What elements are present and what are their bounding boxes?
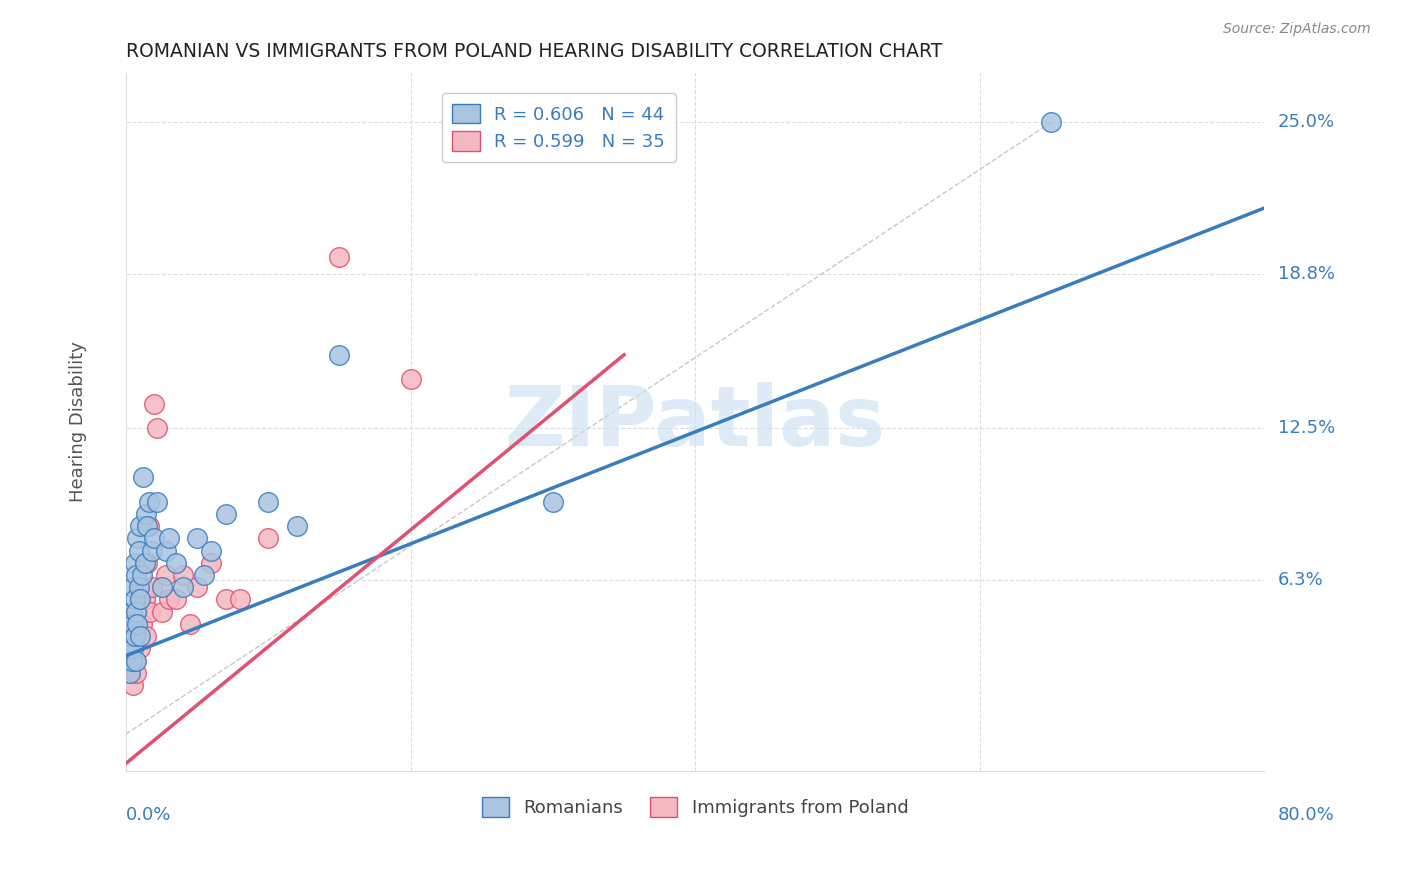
Point <box>122 616 145 631</box>
Point <box>128 543 150 558</box>
Point <box>118 654 141 668</box>
Point <box>122 580 145 594</box>
Text: 0.0%: 0.0% <box>127 805 172 823</box>
Point <box>128 580 150 594</box>
Point <box>186 531 208 545</box>
Point <box>129 629 152 643</box>
Point <box>193 568 215 582</box>
Point <box>125 568 148 582</box>
Point <box>328 348 350 362</box>
Point <box>125 665 148 680</box>
Point <box>1039 115 1062 129</box>
Point <box>125 605 148 619</box>
Text: 6.3%: 6.3% <box>1278 571 1324 589</box>
Point <box>541 494 564 508</box>
Point <box>150 580 173 594</box>
Point <box>141 543 163 558</box>
Point <box>155 543 177 558</box>
Point <box>135 629 157 643</box>
Point <box>134 556 156 570</box>
Point <box>399 372 422 386</box>
Point <box>122 678 145 692</box>
Point <box>120 629 142 643</box>
Point <box>150 605 173 619</box>
Text: ROMANIAN VS IMMIGRANTS FROM POLAND HEARING DISABILITY CORRELATION CHART: ROMANIAN VS IMMIGRANTS FROM POLAND HEARI… <box>127 42 942 61</box>
Point <box>125 616 148 631</box>
Point <box>165 592 187 607</box>
Point <box>118 641 141 656</box>
Text: Source: ZipAtlas.com: Source: ZipAtlas.com <box>1223 22 1371 37</box>
Point <box>121 641 143 656</box>
Point <box>127 531 149 545</box>
Text: 12.5%: 12.5% <box>1278 419 1336 437</box>
Point <box>155 568 177 582</box>
Point <box>214 592 236 607</box>
Point <box>257 531 280 545</box>
Point <box>122 629 145 643</box>
Point <box>157 531 180 545</box>
Point <box>125 654 148 668</box>
Point <box>127 616 149 631</box>
Point <box>131 616 153 631</box>
Point <box>146 494 169 508</box>
Point <box>129 592 152 607</box>
Point <box>129 519 152 533</box>
Point <box>186 580 208 594</box>
Point <box>138 494 160 508</box>
Point <box>124 556 146 570</box>
Point <box>138 519 160 533</box>
Point <box>124 592 146 607</box>
Point <box>214 507 236 521</box>
Point <box>128 629 150 643</box>
Point <box>179 616 201 631</box>
Point <box>120 665 142 680</box>
Point <box>121 605 143 619</box>
Legend: Romanians, Immigrants from Poland: Romanians, Immigrants from Poland <box>475 790 915 824</box>
Point <box>136 519 159 533</box>
Point <box>157 592 180 607</box>
Point <box>285 519 308 533</box>
Text: 25.0%: 25.0% <box>1278 113 1336 131</box>
Text: 18.8%: 18.8% <box>1278 265 1336 283</box>
Point <box>136 556 159 570</box>
Point <box>121 654 143 668</box>
Point <box>120 665 142 680</box>
Point <box>135 507 157 521</box>
Point <box>129 592 152 607</box>
Point <box>124 654 146 668</box>
Point <box>146 421 169 435</box>
Point <box>132 470 155 484</box>
Point <box>131 568 153 582</box>
Point <box>165 556 187 570</box>
Point <box>132 580 155 594</box>
Text: Hearing Disability: Hearing Disability <box>69 342 87 502</box>
Text: ZIPatlas: ZIPatlas <box>505 382 886 463</box>
Point <box>200 543 222 558</box>
Point <box>129 641 152 656</box>
Point <box>122 641 145 656</box>
Point <box>200 556 222 570</box>
Point <box>257 494 280 508</box>
Point <box>127 605 149 619</box>
Point <box>172 568 194 582</box>
Point <box>124 629 146 643</box>
Point <box>229 592 252 607</box>
Point <box>172 580 194 594</box>
Point <box>141 580 163 594</box>
Point <box>139 605 162 619</box>
Point <box>328 250 350 264</box>
Point <box>143 531 166 545</box>
Text: 80.0%: 80.0% <box>1278 805 1334 823</box>
Point <box>134 592 156 607</box>
Point <box>143 397 166 411</box>
